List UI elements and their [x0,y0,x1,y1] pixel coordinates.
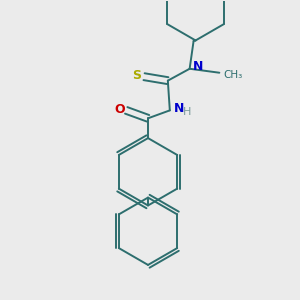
Text: CH₃: CH₃ [223,70,243,80]
Text: N: N [174,102,184,115]
Text: S: S [132,69,141,82]
Text: H: H [183,107,191,117]
Text: N: N [193,60,203,73]
Text: O: O [114,103,124,116]
